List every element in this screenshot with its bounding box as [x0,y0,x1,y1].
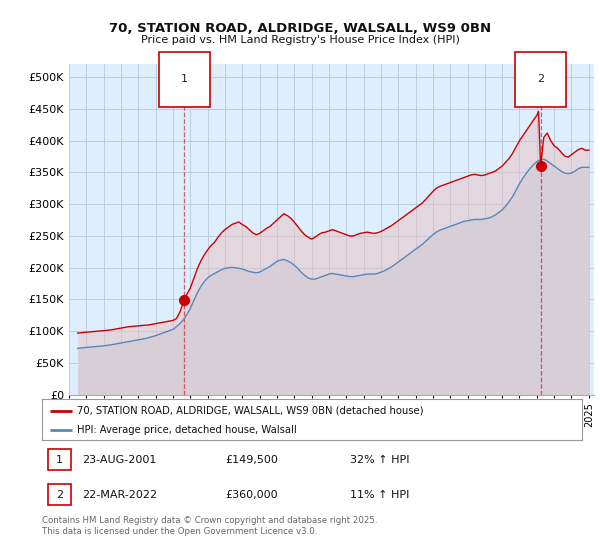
Text: 1: 1 [181,74,188,85]
Text: Price paid vs. HM Land Registry's House Price Index (HPI): Price paid vs. HM Land Registry's House … [140,35,460,45]
Text: HPI: Average price, detached house, Walsall: HPI: Average price, detached house, Wals… [77,424,297,435]
Text: 11% ↑ HPI: 11% ↑ HPI [350,490,409,500]
Text: Contains HM Land Registry data © Crown copyright and database right 2025.
This d: Contains HM Land Registry data © Crown c… [42,516,377,536]
Text: £149,500: £149,500 [226,455,278,465]
Text: 22-MAR-2022: 22-MAR-2022 [83,490,158,500]
Text: 32% ↑ HPI: 32% ↑ HPI [350,455,409,465]
Text: 1: 1 [56,455,64,465]
Text: 2: 2 [537,74,544,85]
Text: 23-AUG-2001: 23-AUG-2001 [83,455,157,465]
FancyBboxPatch shape [49,484,71,505]
Text: 2: 2 [56,490,64,500]
Text: 70, STATION ROAD, ALDRIDGE, WALSALL, WS9 0BN (detached house): 70, STATION ROAD, ALDRIDGE, WALSALL, WS9… [77,405,424,416]
FancyBboxPatch shape [49,449,71,470]
Text: 70, STATION ROAD, ALDRIDGE, WALSALL, WS9 0BN: 70, STATION ROAD, ALDRIDGE, WALSALL, WS9… [109,22,491,35]
Text: £360,000: £360,000 [226,490,278,500]
